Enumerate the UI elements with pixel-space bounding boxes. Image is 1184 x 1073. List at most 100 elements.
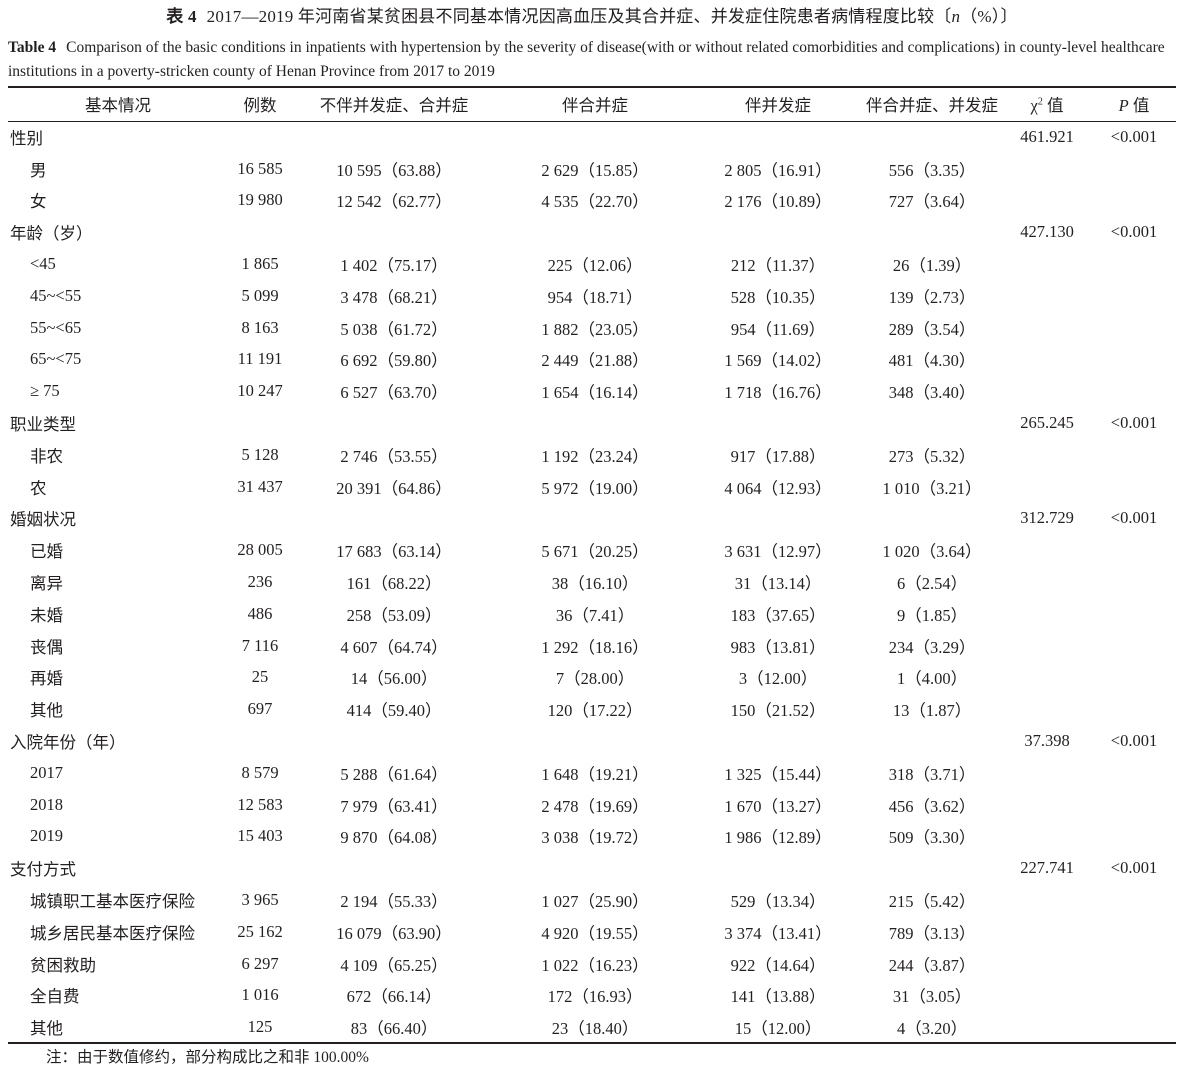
table-row: 55~<65 8 163 5 038（61.72） 1 882（23.05） 954（1… <box>8 312 1176 344</box>
cell-comorbid: 7（28.00） <box>555 669 635 689</box>
empty-cell <box>862 852 1002 884</box>
empty-cell <box>862 216 1002 248</box>
cell-comorbid: 120（17.22） <box>547 701 643 721</box>
empty-cell <box>1092 375 1176 407</box>
group-row: 性别 461.921 <0.001 <box>8 121 1176 153</box>
cell-none: 1 402（75.17） <box>340 256 448 276</box>
group-name: 入院年份（年） <box>10 733 126 753</box>
group-name: 性别 <box>10 129 43 149</box>
group-row: 婚姻状况 312.729 <0.001 <box>8 503 1176 535</box>
empty-cell <box>496 503 694 535</box>
cell-none: 10 595（63.88） <box>336 160 452 180</box>
row-label: 女 <box>30 192 47 212</box>
cell-both: 348（3.40） <box>888 383 976 403</box>
cell-none: 4 109（65.25） <box>340 955 448 975</box>
cell-complication: 150（21.52） <box>730 701 826 721</box>
table-row: 城乡居民基本医疗保险 25 162 16 079（63.90） 4 920（19.55… <box>8 916 1176 948</box>
cell-complication: 922（14.64） <box>730 955 826 975</box>
cell-none: 5 038（61.72） <box>340 319 448 339</box>
empty-cell <box>228 121 292 153</box>
empty-cell <box>292 503 496 535</box>
cell-n: 697 <box>247 699 273 719</box>
cell-n: 6 297 <box>241 953 279 973</box>
group-row: 年龄（岁） 427.130 <0.001 <box>8 216 1176 248</box>
comparison-table: 基本情况 例数 不伴并发症、合并症 伴合并症 伴并发症 伴合并症、并发症 χ2 … <box>8 86 1176 1044</box>
row-label: 2017 <box>30 762 63 782</box>
empty-cell <box>694 407 862 439</box>
cell-both: 273（5.32） <box>888 446 976 466</box>
cell-both: 481（4.30） <box>888 351 976 371</box>
cell-n: 25 <box>251 667 269 687</box>
table-row: 其他 697 414（59.40） 120（17.22） 150（21.52） 13（1.… <box>8 693 1176 725</box>
cell-none: 83（66.40） <box>350 1018 438 1038</box>
cell-comorbid: 3 038（19.72） <box>541 828 649 848</box>
cell-both: 9（1.85） <box>896 605 968 625</box>
header-none: 不伴并发症、合并症 <box>319 96 469 116</box>
cell-complication: 1 670（13.27） <box>724 796 832 816</box>
cell-n: 25 162 <box>237 921 283 941</box>
chi-square-value: 312.729 <box>1020 508 1074 528</box>
cell-comorbid: 36（7.41） <box>555 605 635 625</box>
empty-cell <box>1002 471 1092 503</box>
cell-comorbid: 2 449（21.88） <box>541 351 649 371</box>
cell-n: 16 585 <box>237 158 283 178</box>
empty-cell <box>1002 312 1092 344</box>
group-row: 职业类型 265.245 <0.001 <box>8 407 1176 439</box>
chi-square-value: 265.245 <box>1020 413 1074 433</box>
empty-cell <box>1002 153 1092 185</box>
unit-percent: （%）〕 <box>960 7 1018 26</box>
empty-cell <box>496 725 694 757</box>
cell-none: 17 683（63.14） <box>336 542 452 562</box>
table-row: ≥ 75 10 247 6 527（63.70） 1 654（16.14） 1 718（… <box>8 375 1176 407</box>
p-value: <0.001 <box>1110 222 1158 242</box>
table-row: 再婚 25 14（56.00） 7（28.00） 3（12.00） 1（4.00） <box>8 662 1176 694</box>
table-row: 45~<55 5 099 3 478（68.21） 954（18.71） 528（10.… <box>8 280 1176 312</box>
empty-cell <box>1002 439 1092 471</box>
row-label: 65~<75 <box>30 349 82 369</box>
table-label-en: Table 4 <box>8 39 57 56</box>
row-label: 55~<65 <box>30 317 82 337</box>
cell-both: 139（2.73） <box>888 287 976 307</box>
table-row: 女 19 980 12 542（62.77） 4 535（22.70） 2 176（10… <box>8 185 1176 217</box>
empty-cell <box>496 407 694 439</box>
empty-cell <box>1002 916 1092 948</box>
cell-n: 8 163 <box>241 317 279 337</box>
cell-n: 5 128 <box>241 444 279 464</box>
p-value: <0.001 <box>1110 508 1158 528</box>
cell-none: 12 542（62.77） <box>336 192 452 212</box>
empty-cell <box>1002 789 1092 821</box>
row-label: 已婚 <box>30 542 63 562</box>
cell-n: 10 247 <box>237 381 283 401</box>
chi-square-value: 427.130 <box>1020 222 1074 242</box>
cell-comorbid: 1 292（18.16） <box>541 637 649 657</box>
cell-both: 1 010（3.21） <box>882 478 982 498</box>
cell-none: 6 527（63.70） <box>340 383 448 403</box>
row-label: 45~<55 <box>30 285 82 305</box>
cell-comorbid: 1 022（16.23） <box>541 955 649 975</box>
empty-cell <box>292 121 496 153</box>
cell-none: 4 607（64.74） <box>340 637 448 657</box>
cell-complication: 529（13.34） <box>730 892 826 912</box>
cell-n: 5 099 <box>241 285 279 305</box>
empty-cell <box>694 121 862 153</box>
cell-none: 2 746（53.55） <box>340 446 448 466</box>
group-name: 支付方式 <box>10 860 76 880</box>
empty-cell <box>1002 375 1092 407</box>
cell-none: 9 870（64.08） <box>340 828 448 848</box>
cell-both: 727（3.64） <box>888 192 976 212</box>
empty-cell <box>1002 630 1092 662</box>
cell-complication: 141（13.88） <box>730 987 826 1007</box>
cell-none: 14（56.00） <box>350 669 438 689</box>
cell-n: 3 965 <box>241 890 279 910</box>
cell-comorbid: 225（12.06） <box>547 256 643 276</box>
empty-cell <box>1002 1011 1092 1043</box>
header-complication: 伴并发症 <box>745 96 811 116</box>
table-caption-chinese: 表 4 2017—2019 年河南省某贫困县不同基本情况因高血压及其合并症、并发症… <box>0 6 1184 28</box>
group-name: 年龄（岁） <box>10 224 93 244</box>
row-label: 城镇职工基本医疗保险 <box>30 892 195 912</box>
table-label-cn: 表 4 <box>166 7 197 26</box>
cell-complication: 212（11.37） <box>730 256 826 276</box>
row-label: 全自费 <box>30 987 80 1007</box>
empty-cell <box>1092 153 1176 185</box>
row-label: 未婚 <box>30 605 63 625</box>
